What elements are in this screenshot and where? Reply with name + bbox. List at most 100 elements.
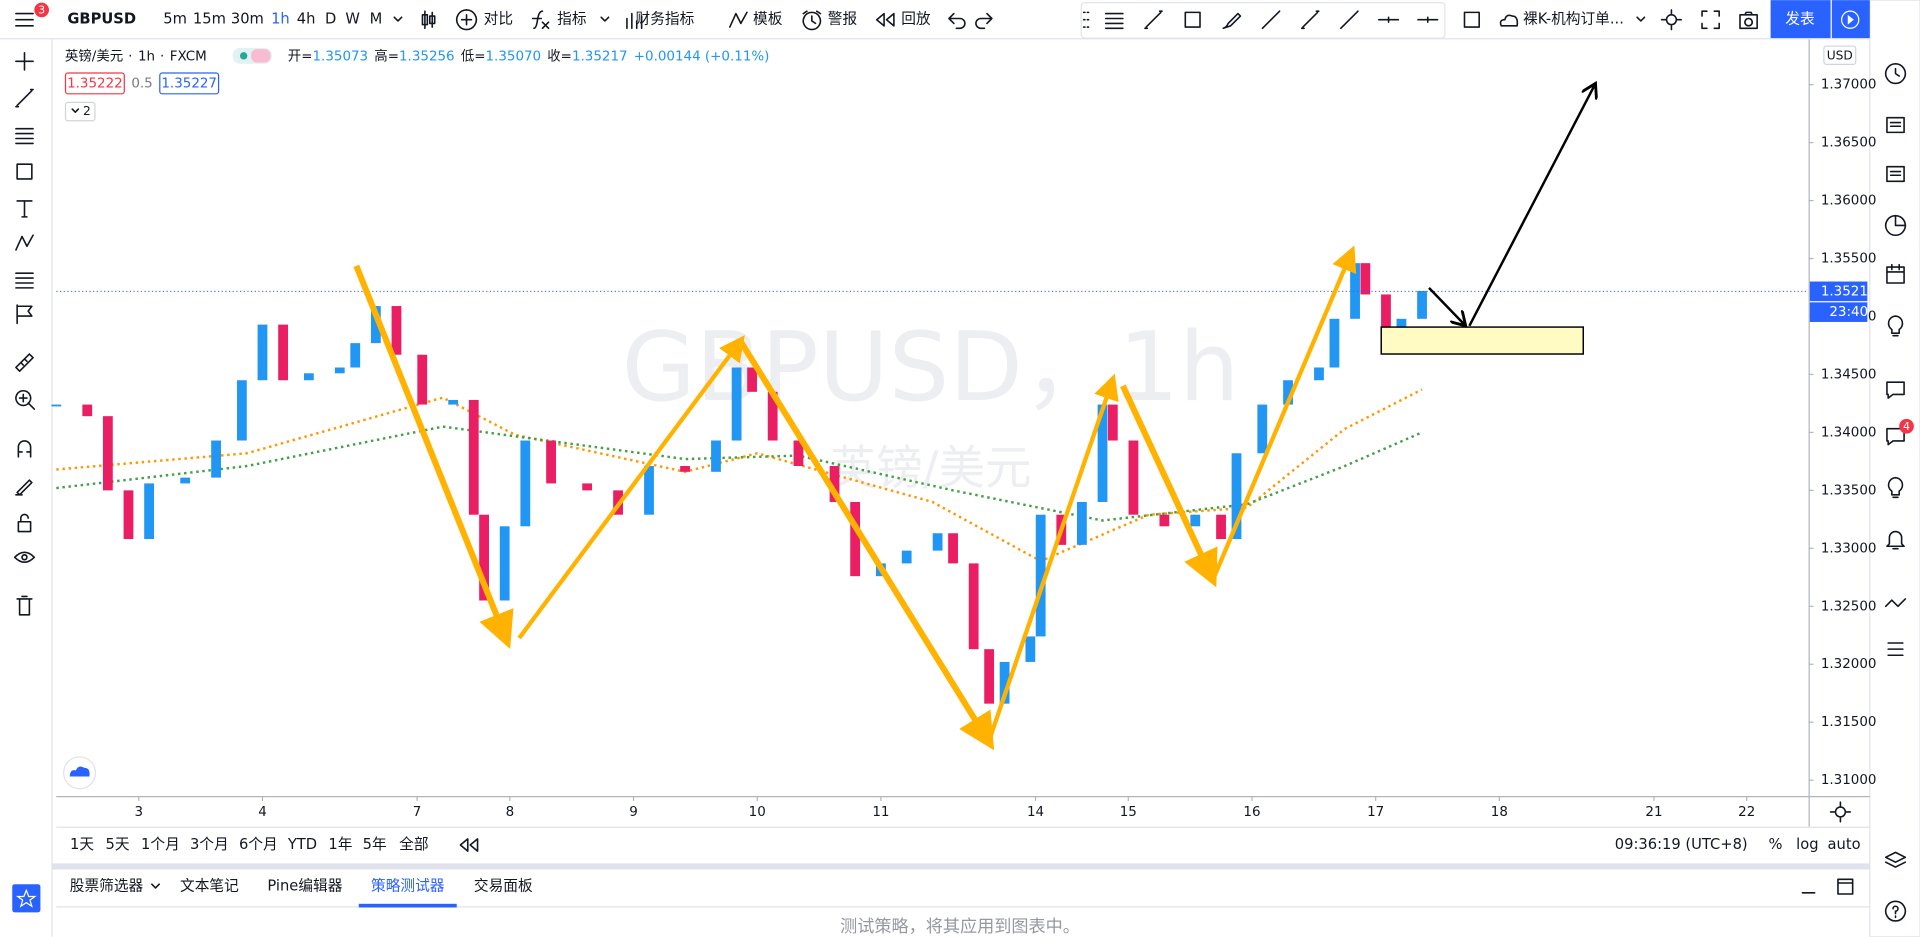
drawn-arrow[interactable]: [987, 373, 1119, 741]
sidebar-bulb[interactable]: [1887, 315, 1904, 337]
toolbar-pattern[interactable]: [729, 11, 748, 28]
zone-box[interactable]: [1380, 326, 1584, 355]
scale-option[interactable]: auto: [1828, 836, 1861, 853]
interval[interactable]: 1h: [271, 11, 290, 28]
panel-tab[interactable]: Pine编辑器: [267, 878, 342, 895]
toolbar-button[interactable]: 警报: [828, 11, 858, 28]
symbol[interactable]: GBPUSD: [67, 11, 136, 28]
toolbar-hline[interactable]: [1417, 16, 1439, 23]
toolbar-button[interactable]: 指标: [557, 11, 587, 28]
toolbar-candle[interactable]: [421, 10, 436, 30]
toolbar-undo[interactable]: [948, 12, 966, 30]
range-button[interactable]: 5天: [106, 836, 130, 853]
toolbar-ray[interactable]: [1340, 10, 1359, 30]
sidebar-cal[interactable]: [1886, 263, 1905, 284]
buy-box[interactable]: [159, 72, 220, 95]
toolbar-rect[interactable]: [1184, 11, 1201, 28]
tool-pattern[interactable]: [15, 234, 34, 251]
tool-menu[interactable]: [15, 12, 34, 27]
sidebar-list[interactable]: [1886, 165, 1905, 183]
toolbar-hline[interactable]: [1377, 16, 1400, 23]
tool-ruler[interactable]: [15, 353, 34, 372]
publish-label[interactable]: 发表: [1785, 11, 1815, 28]
tool-magnet[interactable]: [17, 440, 32, 458]
sidebar-bell[interactable]: [1886, 530, 1905, 550]
black-arrow[interactable]: [1428, 287, 1466, 326]
range-icon[interactable]: [459, 838, 479, 852]
toolbar-cloud[interactable]: [1499, 14, 1519, 27]
interval[interactable]: 30m: [231, 11, 264, 28]
toolbar-square[interactable]: [1463, 11, 1480, 28]
panel-maximize[interactable]: [1837, 878, 1854, 895]
drawn-arrow[interactable]: [1212, 245, 1357, 577]
toolbar-button[interactable]: 对比: [484, 11, 513, 28]
publish-button[interactable]: [1770, 0, 1831, 39]
toolbar-button[interactable]: 财务指标: [636, 11, 695, 28]
sidebar-list[interactable]: [1886, 116, 1905, 134]
sell-box[interactable]: [64, 72, 125, 95]
toolbar-redo[interactable]: [975, 12, 993, 30]
toolbar-full[interactable]: [1701, 10, 1720, 30]
tool-trash[interactable]: [16, 595, 33, 616]
favorites-button[interactable]: [12, 884, 41, 913]
sidebar-clock[interactable]: [1884, 63, 1907, 85]
range-button[interactable]: 5年: [363, 836, 387, 853]
drawn-arrow[interactable]: [353, 264, 514, 650]
buy-price[interactable]: 1.35227: [161, 76, 217, 91]
toolbar-ray[interactable]: [1261, 10, 1281, 30]
drawn-arrow[interactable]: [1120, 384, 1218, 588]
scale-option[interactable]: log: [1796, 836, 1818, 853]
tool-lock[interactable]: [17, 513, 32, 533]
range-button[interactable]: 6个月: [239, 836, 278, 853]
tool-pencil[interactable]: [15, 479, 33, 496]
toolbar-alarm[interactable]: [802, 10, 822, 31]
toolbar-bars[interactable]: [626, 12, 643, 30]
toolbar-cam[interactable]: [1739, 11, 1758, 30]
range-button[interactable]: YTD: [287, 836, 317, 853]
toolbar-chev[interactable]: [1636, 16, 1646, 22]
currency-box[interactable]: [1823, 45, 1857, 66]
sidebar-bulb[interactable]: [1887, 476, 1904, 499]
collapsed-count[interactable]: 2: [83, 104, 91, 118]
sidebar-help[interactable]: [1884, 900, 1907, 922]
sidebar-layers[interactable]: [1884, 851, 1907, 868]
toolbar-chevron[interactable]: [600, 16, 610, 22]
collapse-button[interactable]: [64, 101, 96, 122]
tool-eye[interactable]: [13, 551, 36, 563]
tool-zoom[interactable]: [15, 389, 36, 410]
panel-tab[interactable]: 文本笔记: [180, 878, 239, 895]
tool-line[interactable]: [15, 88, 34, 108]
toolbar-button[interactable]: 回放: [901, 11, 931, 28]
panel-tab[interactable]: 交易面板: [474, 877, 533, 895]
range-button[interactable]: 3个月: [190, 836, 229, 853]
interval[interactable]: 4h: [297, 11, 316, 28]
range-button[interactable]: 1个月: [141, 836, 180, 853]
toolbar-line[interactable]: [1144, 10, 1163, 30]
range-button[interactable]: 全部: [399, 835, 428, 853]
sidebar-dots[interactable]: [1887, 642, 1904, 657]
toolbar-dots6[interactable]: [1082, 11, 1090, 28]
sidebar-chat[interactable]: [1886, 381, 1905, 399]
sell-price[interactable]: 1.35222: [67, 76, 123, 91]
toolbar-button[interactable]: 模板: [753, 10, 783, 28]
toolbar-replay[interactable]: [875, 12, 895, 27]
tool-fib[interactable]: [15, 272, 34, 289]
toolbar-line[interactable]: [1300, 10, 1320, 30]
black-arrow[interactable]: [1468, 83, 1595, 327]
sidebar-pie[interactable]: [1884, 214, 1907, 237]
panel-tab[interactable]: 策略测试器: [371, 878, 445, 895]
currency[interactable]: USD: [1827, 48, 1853, 62]
tool-text[interactable]: [16, 200, 33, 218]
interval[interactable]: 5m: [163, 11, 187, 28]
toolbar-brush[interactable]: [1222, 12, 1242, 30]
range-button[interactable]: 1天: [70, 836, 94, 853]
range-button[interactable]: 1年: [328, 836, 352, 853]
sidebar-wave[interactable]: [1884, 598, 1907, 608]
panel-tab[interactable]: 股票筛选器: [70, 878, 144, 895]
interval[interactable]: 15m: [193, 11, 226, 28]
tool-flag[interactable]: [16, 304, 33, 325]
tool-cross[interactable]: [15, 51, 34, 71]
toolbar-plus[interactable]: [455, 9, 478, 31]
settings[interactable]: [1829, 801, 1852, 823]
tab-chevron[interactable]: [151, 883, 160, 889]
